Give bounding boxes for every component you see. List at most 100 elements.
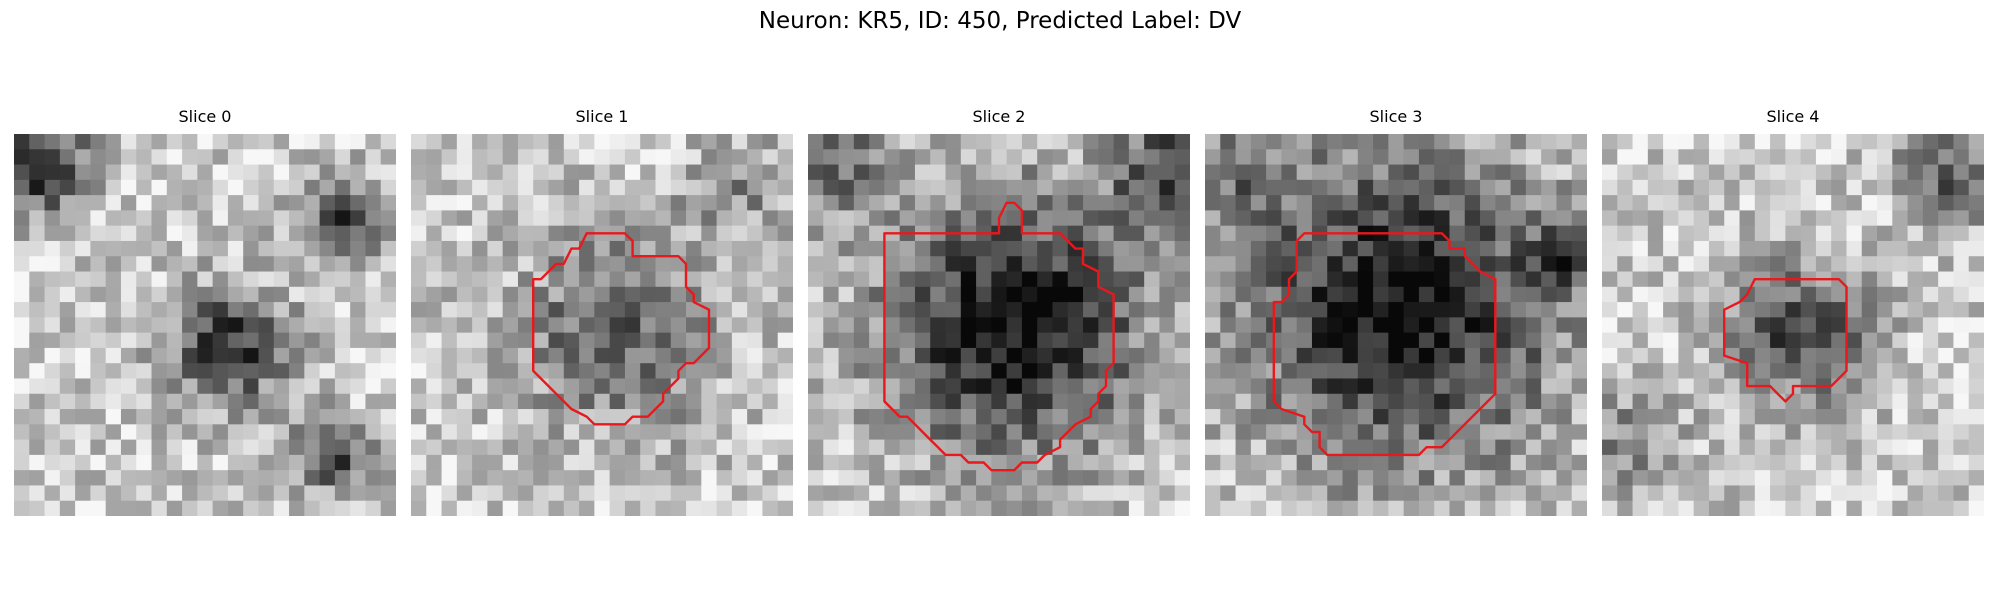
- pixel: [1693, 179, 1710, 196]
- pixel: [197, 149, 214, 166]
- pixel: [151, 317, 168, 334]
- pixel: [670, 179, 687, 196]
- pixel: [1357, 286, 1374, 303]
- pixel: [517, 134, 534, 150]
- pixel: [1342, 286, 1359, 303]
- pixel: [960, 210, 977, 227]
- pixel: [1113, 256, 1130, 273]
- pixel: [1373, 149, 1389, 166]
- pixel: [304, 179, 321, 196]
- pixel: [1357, 378, 1374, 395]
- pixel: [273, 271, 290, 288]
- pixel: [1006, 302, 1023, 318]
- pixel: [120, 286, 137, 303]
- pixel: [319, 347, 336, 364]
- pixel: [991, 179, 1008, 196]
- pixel: [1281, 470, 1298, 487]
- pixel: [1113, 439, 1130, 456]
- pixel: [1480, 210, 1496, 227]
- pixel: [1464, 500, 1481, 516]
- pixel: [716, 195, 733, 211]
- pixel: [1922, 332, 1939, 349]
- pixel: [426, 439, 443, 456]
- pixel: [59, 286, 76, 303]
- pixel: [29, 332, 46, 349]
- pixel: [823, 195, 840, 211]
- pixel: [579, 210, 595, 227]
- pixel: [1128, 454, 1145, 471]
- pixel: [930, 302, 947, 318]
- pixel: [716, 134, 733, 150]
- pixel: [243, 439, 260, 456]
- pixel: [136, 485, 153, 502]
- pixel: [487, 149, 504, 166]
- pixel: [182, 317, 198, 334]
- pixel: [472, 149, 488, 166]
- pixel: [853, 409, 870, 425]
- pixel: [701, 240, 718, 257]
- pixel: [1907, 363, 1924, 380]
- pixel: [930, 256, 947, 273]
- pixel: [350, 134, 367, 150]
- pixel: [197, 424, 214, 441]
- pixel: [227, 302, 244, 318]
- pixel: [1418, 271, 1435, 288]
- pixel: [258, 225, 275, 242]
- pixel: [1770, 164, 1786, 181]
- pixel: [1754, 164, 1771, 181]
- pixel: [441, 302, 458, 318]
- pixel: [1083, 225, 1099, 242]
- pixel: [1403, 149, 1420, 166]
- pixel: [334, 424, 351, 441]
- pixel: [1113, 317, 1130, 334]
- pixel: [227, 332, 244, 349]
- pixel: [1617, 286, 1634, 303]
- pixel: [487, 347, 504, 364]
- pixel: [1938, 424, 1955, 441]
- pixel: [563, 393, 580, 410]
- pixel: [1861, 286, 1878, 303]
- pixel: [1403, 164, 1420, 181]
- pixel: [1938, 149, 1955, 166]
- pixel: [1434, 134, 1451, 150]
- pixel: [365, 195, 382, 211]
- pixel: [380, 210, 396, 227]
- pixel: [1877, 439, 1893, 456]
- pixel: [258, 195, 275, 211]
- pixel: [75, 332, 91, 349]
- pixel: [838, 164, 855, 181]
- pixel: [1877, 363, 1893, 380]
- pixel: [1525, 378, 1542, 395]
- pixel: [914, 134, 931, 150]
- pixel: [1724, 363, 1741, 380]
- pixel: [1098, 393, 1115, 410]
- pixel: [1708, 134, 1725, 150]
- pixel: [1327, 271, 1344, 288]
- pixel: [120, 302, 137, 318]
- pixel: [319, 149, 336, 166]
- pixel: [1770, 439, 1786, 456]
- pixel: [1907, 378, 1924, 395]
- pixel: [182, 439, 198, 456]
- pixel: [1128, 485, 1145, 502]
- pixel: [960, 393, 977, 410]
- pixel: [1327, 286, 1344, 303]
- pixel: [136, 424, 153, 441]
- pixel: [227, 454, 244, 471]
- pixel: [884, 302, 901, 318]
- pixel: [1632, 240, 1649, 257]
- pixel: [1495, 439, 1512, 456]
- pixel: [1815, 210, 1832, 227]
- pixel: [273, 439, 290, 456]
- pixel: [517, 302, 534, 318]
- pixel: [823, 439, 840, 456]
- pixel: [319, 424, 336, 441]
- pixel: [930, 179, 947, 196]
- pixel: [869, 439, 885, 456]
- pixel: [624, 347, 641, 364]
- pixel: [655, 500, 672, 516]
- pixel: [1418, 210, 1435, 227]
- pixel: [1220, 332, 1237, 349]
- pixel: [289, 210, 305, 227]
- pixel: [1098, 302, 1115, 318]
